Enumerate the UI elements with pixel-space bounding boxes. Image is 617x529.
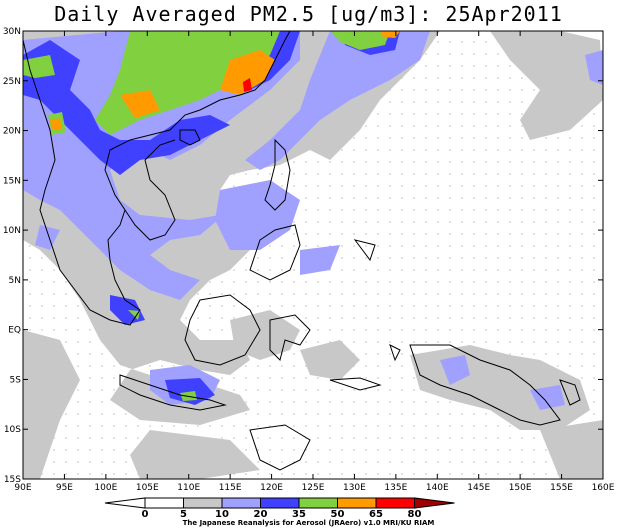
lon-tick-label: 135E [384,483,407,493]
colorbar-label: 10 [215,509,229,520]
lat-tick-label: 30N [3,27,21,37]
colorbar-arrow-high [414,497,455,509]
lon-tick-label: 145E [467,483,490,493]
lon-tick-label: 140E [426,483,449,493]
pm25-65-80-band [243,78,252,92]
colorbar-label: 20 [254,509,268,520]
map-title: Daily Averaged PM2.5 [ug/m3]: 25Apr2011 [54,2,563,26]
footer-credit: The Japanese Reanalysis for Aerosol (JRA… [182,519,435,527]
lon-tick-label: 120E [260,483,283,493]
colorbar-label: 5 [180,509,187,520]
colorbar-segment [337,497,377,509]
lat-tick-label: 25N [3,77,21,87]
lon-tick-label: 130E [343,483,366,493]
latitude-axis: 30N 25N 20N 15N 10N 5N EQ 5S 10S 15S [3,27,603,485]
lon-tick-label: 150E [509,483,532,493]
colorbar-label: 0 [142,509,149,520]
lat-tick-label: 10N [3,226,21,236]
colorbar-segment [298,497,338,509]
lon-tick-label: 105E [136,483,159,493]
lat-tick-label: EQ [8,326,21,336]
lat-tick-label: 15N [3,176,21,186]
lon-tick-label: 160E [592,483,615,493]
pm25-50-65-band [50,31,400,130]
lon-tick-label: 125E [302,483,325,493]
colorbar-segment [375,497,415,509]
lat-tick-label: 15S [4,475,21,485]
colorbar-segment [260,497,300,509]
longitude-axis: 90E 95E 100E 105E 110E 115E 120E 125E 130E 135E 14… [14,31,615,493]
colorbar-label: 80 [408,509,422,520]
pm25-10-20-band [23,31,603,410]
lon-tick-label: 155E [550,483,573,493]
coastlines [23,31,581,471]
lon-tick-label: 90E [14,483,31,493]
lon-tick-label: 110E [177,483,200,493]
colorbar-segment [144,497,184,509]
lon-tick-label: 95E [56,483,73,493]
lat-tick-label: 5N [9,276,21,286]
lat-tick-label: 5S [10,375,22,385]
lat-tick-label: 10S [4,425,21,435]
colorbar-arrow-low [104,497,146,509]
colorbar-label: 50 [331,509,345,520]
lon-tick-label: 115E [219,483,242,493]
lat-tick-label: 20N [3,127,21,137]
colorbar-label: 35 [292,509,306,520]
colorbar-label: 65 [369,509,383,520]
colorbar-segment [221,497,261,509]
colorbar: 0 5 10 20 35 50 65 80 [104,497,455,520]
pm25-field [23,31,603,479]
colorbar-segment [183,497,223,509]
lon-tick-label: 100E [94,483,117,493]
